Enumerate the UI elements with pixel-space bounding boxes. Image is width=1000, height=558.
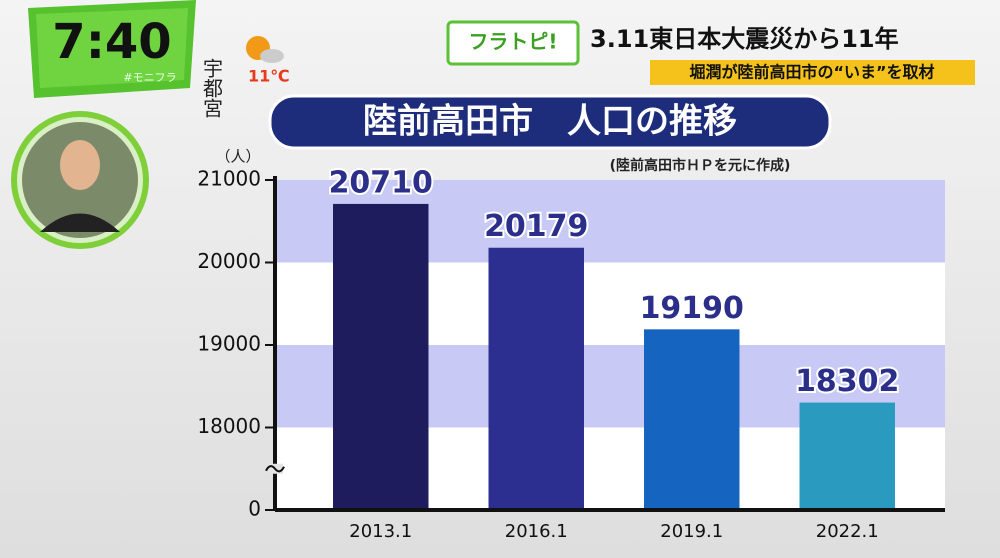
y-tick-label: 0	[248, 497, 261, 521]
bar	[644, 329, 740, 510]
value-label: 19190	[640, 291, 744, 326]
presenter-body	[40, 213, 120, 232]
clock: 7:40	[52, 14, 171, 70]
chart-subtitle: (陸前高田市ＨＰを元に作成)	[610, 157, 791, 174]
bar	[333, 203, 429, 511]
cloud-icon	[260, 49, 284, 63]
title-banner	[268, 94, 832, 150]
y-tick-label: 21000	[197, 167, 261, 191]
headline: 3.11東日本大震災から11年	[590, 25, 899, 53]
x-tick-label: 2016.1	[505, 521, 568, 542]
logo-box	[446, 20, 580, 66]
chart-title: 陸前高田市 人口の推移	[363, 102, 737, 142]
logo: フラトピ!	[468, 30, 557, 54]
value-label: 20179	[484, 209, 588, 244]
subheadline: 堀潤が陸前高田市の“いま”を取材	[689, 63, 934, 82]
x-tick-label: 2019.1	[660, 521, 723, 542]
y-tick-label: 19000	[197, 332, 261, 356]
bar	[488, 247, 584, 511]
x-tick-label: 2013.1	[349, 521, 412, 542]
value-label: 18302	[795, 364, 899, 399]
clock-panel-inner	[36, 8, 188, 88]
y-tick-label: 20000	[197, 249, 261, 273]
location: 宇都宮	[200, 58, 224, 118]
hashtag: #モニフラ	[123, 71, 176, 84]
bar	[799, 402, 895, 510]
presenter-face	[60, 140, 100, 190]
x-tick-label: 2022.1	[816, 521, 879, 542]
axis-break	[265, 465, 285, 473]
temperature: 11℃	[248, 67, 290, 86]
y-axis-label: （人）	[215, 148, 260, 166]
y-tick-label: 18000	[197, 414, 261, 438]
subheadline-box	[650, 60, 975, 85]
value-label: 20710	[329, 165, 433, 200]
